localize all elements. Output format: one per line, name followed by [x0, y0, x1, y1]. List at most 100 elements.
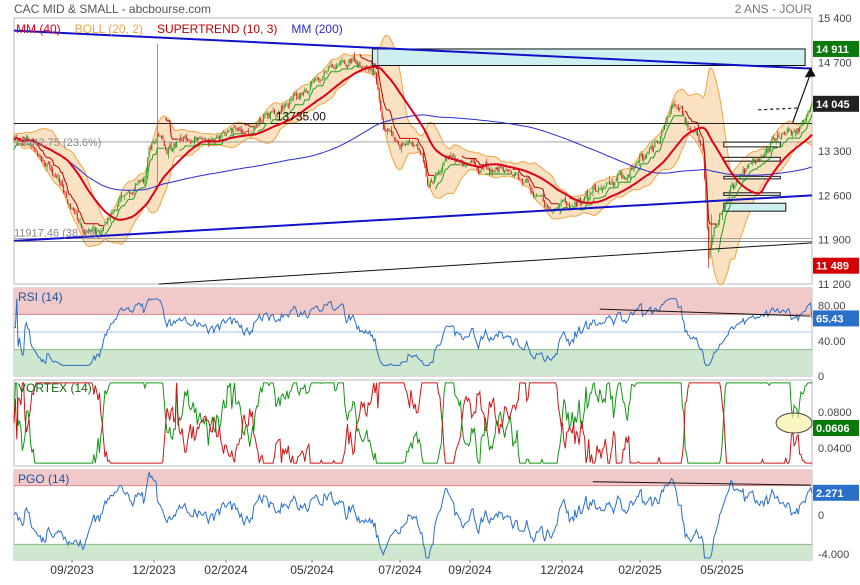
candle-body	[399, 144, 401, 147]
candle-body	[269, 112, 271, 119]
candle-body	[312, 81, 314, 83]
candle-body	[221, 133, 223, 138]
candle-body	[646, 154, 648, 158]
candle-body	[39, 155, 41, 157]
candle-body	[362, 66, 364, 68]
candle-body	[764, 152, 766, 157]
candle-body	[296, 93, 298, 96]
candle-body	[686, 123, 688, 125]
candle-body	[659, 136, 661, 144]
candle-body	[47, 162, 49, 164]
candle-body	[61, 181, 63, 187]
bollinger-lower-line	[13, 71, 813, 286]
candle-body	[323, 71, 325, 78]
candle-body	[72, 207, 74, 211]
candle-body	[803, 121, 805, 123]
candle-body	[713, 227, 715, 236]
candle-body	[451, 156, 453, 157]
candle-body	[112, 212, 114, 214]
candle-body	[371, 69, 373, 71]
candle-body	[300, 93, 302, 98]
candle-body	[389, 130, 391, 132]
candle-body	[502, 166, 504, 172]
candle-body	[500, 167, 501, 168]
candle-body	[528, 183, 530, 186]
candle-body	[327, 68, 329, 72]
candle-body	[551, 210, 552, 212]
candle-body	[246, 131, 248, 132]
candle-body	[147, 158, 149, 171]
candle-body	[575, 201, 577, 207]
candle-body	[545, 206, 547, 208]
candle-body	[19, 140, 20, 142]
x-tick-label: 05/2024	[290, 563, 334, 577]
support-trendline	[13, 194, 813, 242]
candle-body	[336, 65, 337, 69]
candle-body	[777, 134, 779, 139]
candle-body	[763, 155, 765, 158]
candle-body	[630, 168, 632, 171]
rsi-divergence-line	[599, 308, 811, 317]
candle-body	[309, 85, 311, 90]
candle-body	[242, 130, 244, 134]
candle-body	[31, 144, 33, 147]
candle-body	[41, 156, 43, 162]
candle-body	[342, 60, 344, 62]
candle-body	[635, 164, 637, 168]
candle-body	[98, 230, 100, 236]
candle-body	[490, 169, 492, 173]
projection-arrow-head	[804, 67, 816, 78]
candle-body	[311, 82, 313, 86]
resistance-trendline	[13, 29, 813, 70]
candle-body	[418, 148, 420, 152]
candle-body	[504, 170, 506, 173]
candle-body	[426, 177, 428, 186]
candle-body	[156, 134, 158, 138]
candle-body	[702, 143, 704, 152]
candle-body	[205, 138, 207, 140]
ma200-line	[13, 114, 813, 191]
candle-body	[432, 182, 434, 184]
candle-body	[276, 113, 278, 115]
candle-body	[523, 182, 525, 183]
candle-body	[757, 158, 759, 161]
candle-body	[755, 161, 756, 163]
candle-body	[234, 126, 235, 128]
supertrend-line	[31, 138, 104, 227]
main-y-tick-label: 11 900	[818, 235, 851, 247]
candle-body	[782, 132, 784, 135]
vortex-plus-line	[13, 381, 812, 464]
candle-body	[267, 112, 269, 115]
candle-body	[783, 133, 785, 135]
candle-body	[280, 106, 282, 114]
candle-body	[123, 195, 125, 197]
candle-body	[45, 164, 47, 167]
candle-body	[535, 194, 537, 196]
candle-body	[600, 188, 602, 190]
candle-body	[701, 144, 703, 145]
candle-body	[672, 104, 674, 108]
candle-body	[731, 183, 733, 187]
candle-body	[282, 106, 284, 108]
candle-body	[214, 139, 216, 142]
candle-body	[710, 241, 712, 248]
candle-body	[130, 193, 132, 194]
candle-body	[100, 231, 102, 235]
supertrend-line	[179, 133, 243, 152]
candle-body	[559, 203, 561, 207]
candle-body	[254, 125, 256, 130]
candle-body	[24, 138, 26, 145]
candle-body	[515, 173, 517, 176]
candle-body	[433, 176, 435, 184]
candle-body	[464, 164, 466, 166]
candle-body	[420, 150, 422, 154]
candle-body	[192, 141, 194, 143]
level-box-1	[723, 156, 781, 162]
main-y-tick-label: 13 300	[818, 146, 852, 158]
candle-body	[695, 131, 697, 133]
candle-body	[531, 191, 533, 193]
main-badge-1: 14 045	[816, 99, 850, 111]
candle-body	[519, 178, 521, 180]
candle-body	[657, 141, 659, 143]
candle-body	[313, 80, 315, 82]
